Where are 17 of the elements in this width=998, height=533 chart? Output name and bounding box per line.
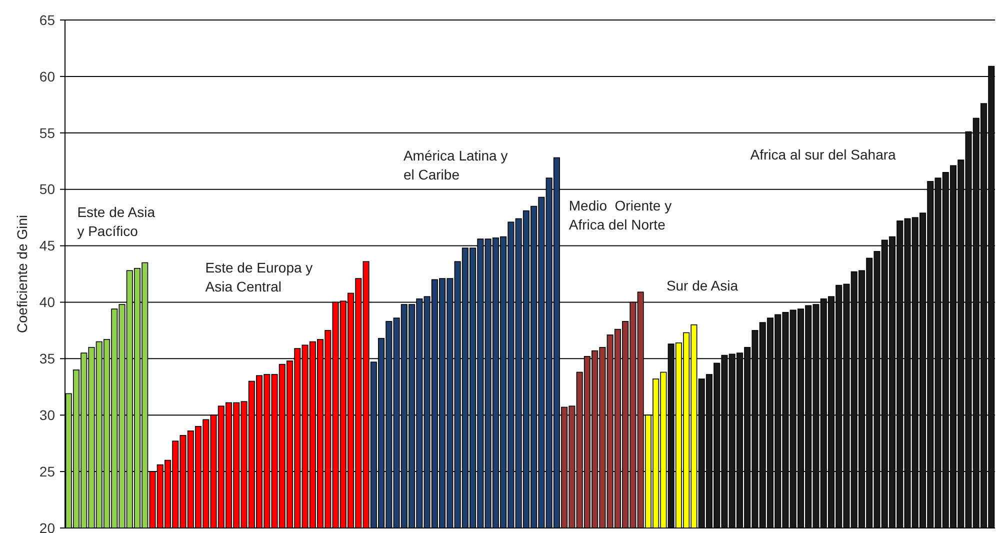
annotation: Este de Europa y Asia Central — [205, 259, 313, 294]
y-tick-label: 55 — [39, 124, 56, 141]
y-tick-label: 25 — [39, 463, 56, 480]
annotation: Medio Oriente y Africa del Norte — [568, 197, 672, 232]
y-tick-label: 40 — [39, 294, 56, 310]
annotation: Africa al sur del Sahara — [750, 146, 896, 163]
y-tick-label: 45 — [39, 238, 56, 254]
y-tick-label: 65 — [39, 12, 56, 28]
y-tick-label: 30 — [39, 407, 56, 424]
annotation: Sur de Asia — [666, 278, 738, 294]
annotation: América Latina y el Caribe — [403, 148, 508, 183]
y-tick-label: 50 — [39, 181, 56, 198]
y-tick-label: 20 — [39, 520, 56, 533]
y-tick-label: 35 — [39, 350, 56, 367]
y-tick-label: 60 — [39, 68, 56, 84]
y-axis-title: Coeficiente de Gini — [14, 214, 30, 334]
annotation: Este de Asia y Pacífico — [77, 204, 156, 240]
